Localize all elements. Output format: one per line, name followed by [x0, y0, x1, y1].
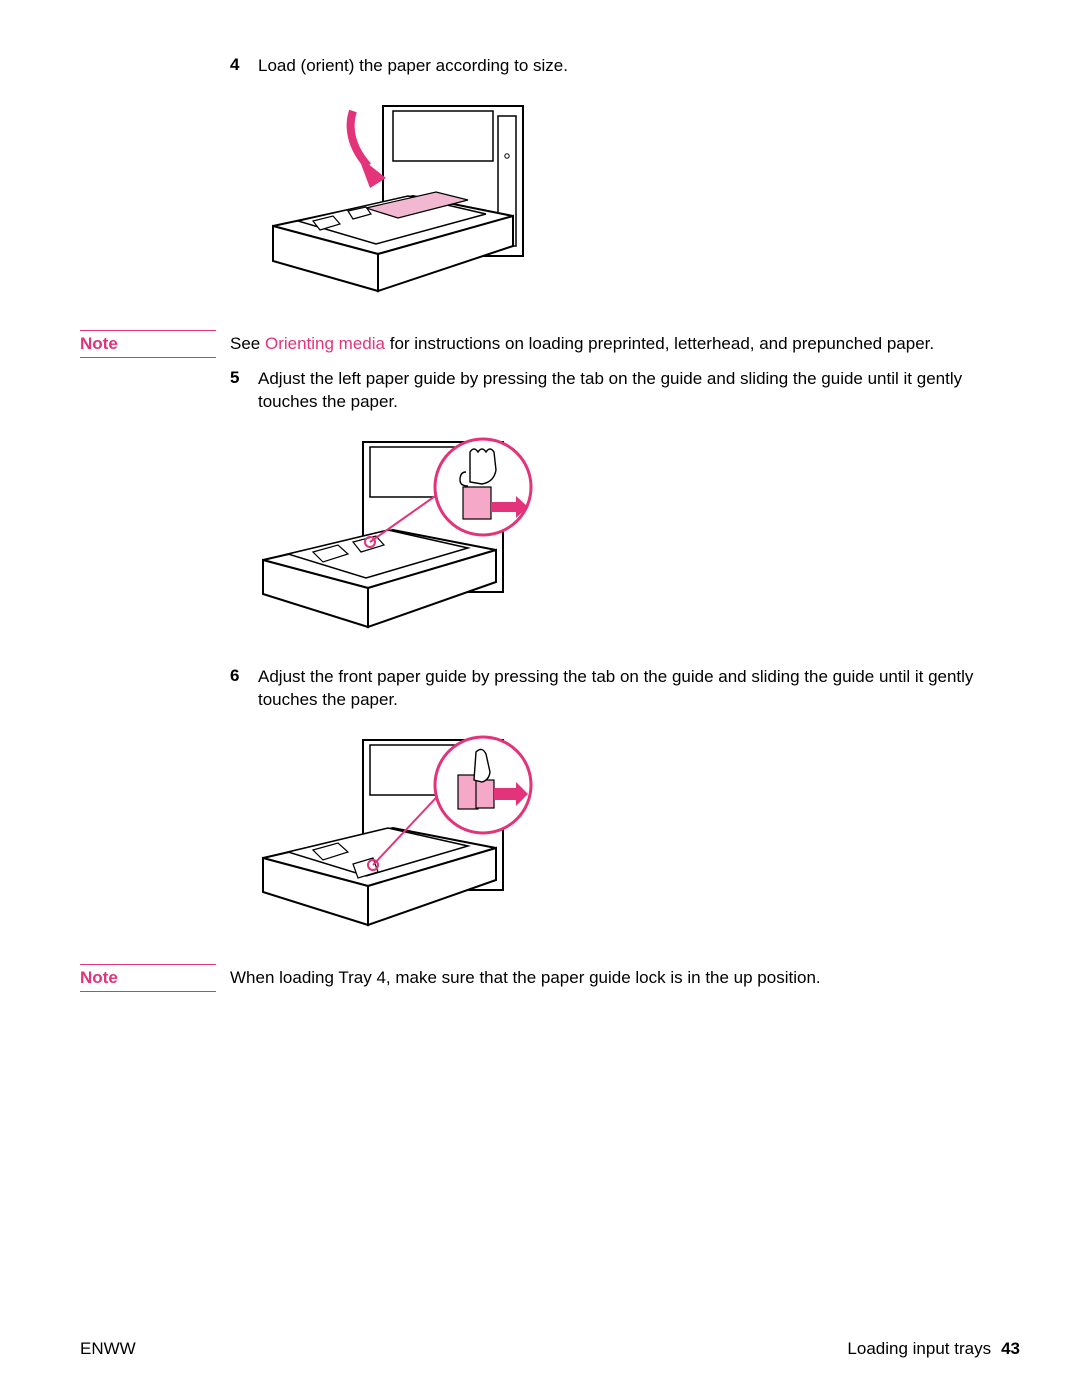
note-label-cell: Note	[80, 330, 230, 358]
note-label: Note	[80, 964, 216, 992]
step-text: Adjust the front paper guide by pressing…	[258, 666, 990, 712]
page-footer: ENWW Loading input trays 43	[80, 1339, 1020, 1359]
step-4: 4 Load (orient) the paper according to s…	[230, 55, 990, 78]
note-text-pre: See	[230, 334, 265, 353]
step-number: 5	[230, 368, 258, 414]
step-text: Load (orient) the paper according to siz…	[258, 55, 990, 78]
note-row-1: Note See Orienting media for instruction…	[80, 330, 1000, 358]
footer-section-title: Loading input trays	[847, 1339, 991, 1359]
step-number: 6	[230, 666, 258, 712]
step-6: 6 Adjust the front paper guide by pressi…	[230, 666, 990, 712]
figure-step-6	[258, 730, 990, 940]
figure-step-5	[258, 432, 990, 642]
orienting-media-link[interactable]: Orienting media	[265, 334, 385, 353]
content-column: 5 Adjust the left paper guide by pressin…	[230, 368, 990, 940]
footer-page-number: 43	[1001, 1339, 1020, 1359]
note-row-2: Note When loading Tray 4, make sure that…	[80, 964, 1000, 992]
step-text: Adjust the left paper guide by pressing …	[258, 368, 990, 414]
figure-step-4	[258, 96, 990, 306]
step-5: 5 Adjust the left paper guide by pressin…	[230, 368, 990, 414]
footer-right: Loading input trays 43	[847, 1339, 1020, 1359]
note-body: When loading Tray 4, make sure that the …	[230, 964, 1000, 990]
note-text-post: for instructions on loading preprinted, …	[385, 334, 934, 353]
footer-left: ENWW	[80, 1339, 136, 1359]
note-body: See Orienting media for instructions on …	[230, 330, 1000, 356]
note-label: Note	[80, 330, 216, 358]
page: 4 Load (orient) the paper according to s…	[0, 0, 1080, 1397]
content-column: 4 Load (orient) the paper according to s…	[230, 55, 990, 306]
step-number: 4	[230, 55, 258, 78]
note-label-cell: Note	[80, 964, 230, 992]
